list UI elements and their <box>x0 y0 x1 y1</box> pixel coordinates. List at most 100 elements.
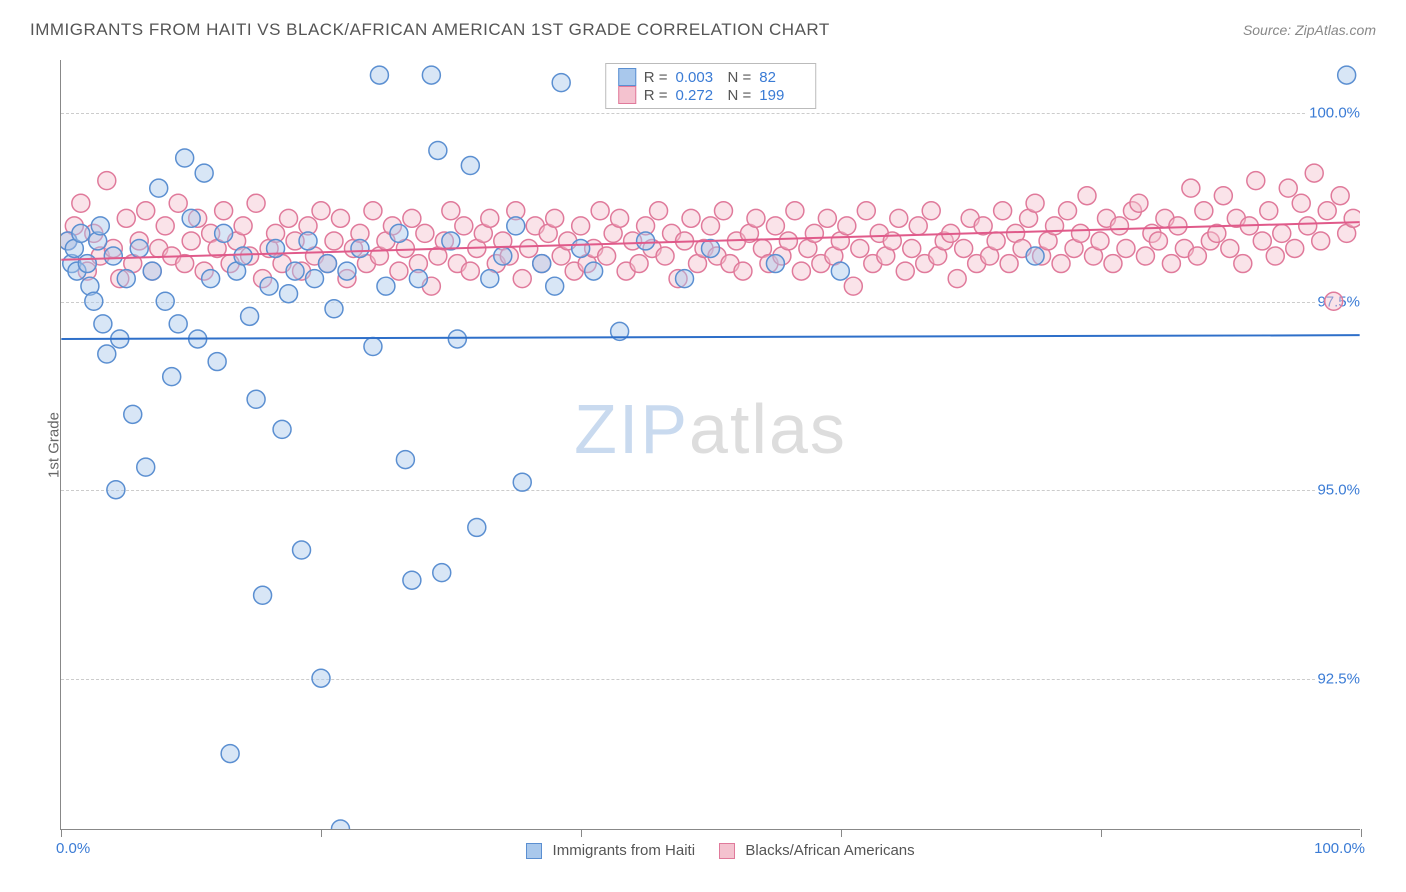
scatter-point <box>117 209 135 227</box>
scatter-point <box>390 224 408 242</box>
scatter-point <box>844 277 862 295</box>
x-tick <box>1101 829 1102 837</box>
source-name: ZipAtlas.com <box>1295 22 1376 38</box>
scatter-point <box>182 232 200 250</box>
source-label: Source: <box>1243 22 1291 38</box>
legend-n-value: 82 <box>759 69 803 86</box>
scatter-point <box>1299 217 1317 235</box>
scatter-point <box>1169 217 1187 235</box>
scatter-point <box>364 202 382 220</box>
scatter-point <box>1312 232 1330 250</box>
scatter-point <box>1188 247 1206 265</box>
scatter-point <box>786 202 804 220</box>
scatter-point <box>429 141 447 159</box>
scatter-point <box>1091 232 1109 250</box>
scatter-point <box>338 262 356 280</box>
scatter-point <box>107 481 125 499</box>
scatter-point <box>182 209 200 227</box>
scatter-point <box>254 586 272 604</box>
scatter-point <box>176 149 194 167</box>
scatter-point <box>676 270 694 288</box>
scatter-point <box>611 209 629 227</box>
legend-r-value: 0.272 <box>676 87 720 104</box>
scatter-point <box>1130 194 1148 212</box>
scatter-point <box>1279 179 1297 197</box>
scatter-point <box>1318 202 1336 220</box>
scatter-point <box>1059 202 1077 220</box>
scatter-point <box>448 330 466 348</box>
scatter-point <box>1026 247 1044 265</box>
x-tick <box>581 829 582 837</box>
chart-title: IMMIGRANTS FROM HAITI VS BLACK/AFRICAN A… <box>30 20 830 40</box>
scatter-point <box>1136 247 1154 265</box>
scatter-point <box>72 224 90 242</box>
scatter-point <box>1344 209 1360 227</box>
scatter-point <box>513 270 531 288</box>
title-bar: IMMIGRANTS FROM HAITI VS BLACK/AFRICAN A… <box>30 20 1376 40</box>
legend-r-label: R = <box>644 87 668 104</box>
scatter-point <box>169 194 187 212</box>
scatter-point <box>779 232 797 250</box>
scatter-point <box>747 209 765 227</box>
legend-n-label: N = <box>728 69 752 86</box>
scatter-point <box>1305 164 1323 182</box>
scatter-point <box>1331 187 1349 205</box>
scatter-point <box>85 292 103 310</box>
scatter-point <box>1046 217 1064 235</box>
scatter-point <box>552 74 570 92</box>
scatter-point <box>734 262 752 280</box>
scatter-point <box>890 209 908 227</box>
scatter-point <box>818 209 836 227</box>
scatter-point <box>286 262 304 280</box>
scatter-point <box>137 458 155 476</box>
scatter-point <box>572 217 590 235</box>
scatter-point <box>169 315 187 333</box>
x-tick <box>321 829 322 837</box>
scatter-point <box>1104 255 1122 273</box>
scatter-point <box>1078 187 1096 205</box>
scatter-point <box>163 368 181 386</box>
trend-line <box>61 335 1359 339</box>
scatter-point <box>267 239 285 257</box>
scatter-point <box>319 255 337 273</box>
scatter-point <box>857 202 875 220</box>
scatter-point <box>903 239 921 257</box>
scatter-point <box>351 239 369 257</box>
scatter-point <box>72 194 90 212</box>
scatter-point <box>546 277 564 295</box>
scatter-point <box>461 262 479 280</box>
scatter-point <box>215 224 233 242</box>
scatter-point <box>403 571 421 589</box>
scatter-point <box>909 217 927 235</box>
scatter-point <box>293 541 311 559</box>
scatter-point <box>377 277 395 295</box>
scatter-point <box>955 239 973 257</box>
scatter-point <box>150 179 168 197</box>
legend-swatch-black <box>719 843 735 859</box>
scatter-point <box>1117 239 1135 257</box>
plot-area: 1st Grade ZIPatlas R = 0.003 N = 82 R = … <box>60 60 1360 830</box>
scatter-point <box>247 194 265 212</box>
scatter-point <box>273 420 291 438</box>
scatter-point <box>994 202 1012 220</box>
scatter-point <box>481 209 499 227</box>
scatter-point <box>325 300 343 318</box>
scatter-point <box>299 232 317 250</box>
correlation-legend: R = 0.003 N = 82 R = 0.272 N = 199 <box>605 63 817 109</box>
scatter-point <box>585 262 603 280</box>
scatter-point <box>1247 172 1265 190</box>
scatter-point <box>1072 224 1090 242</box>
scatter-point <box>896 262 914 280</box>
scatter-point <box>1149 232 1167 250</box>
scatter-point <box>409 270 427 288</box>
scatter-point <box>331 209 349 227</box>
scatter-point <box>546 209 564 227</box>
source-credit: Source: ZipAtlas.com <box>1243 22 1376 38</box>
scatter-point <box>766 217 784 235</box>
scatter-point <box>987 232 1005 250</box>
scatter-point <box>433 564 451 582</box>
scatter-point <box>630 255 648 273</box>
scatter-point <box>280 209 298 227</box>
scatter-point <box>306 270 324 288</box>
scatter-point <box>702 217 720 235</box>
